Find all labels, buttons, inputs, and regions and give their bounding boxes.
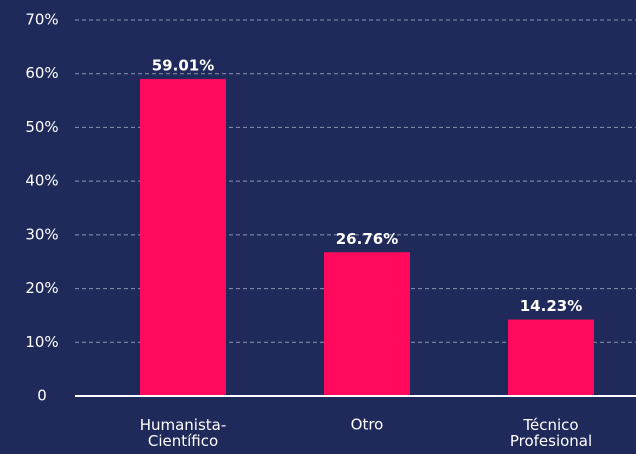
y-tick-label: 50% <box>25 118 58 136</box>
bar <box>140 79 226 397</box>
bar <box>508 319 594 396</box>
y-tick-label: 70% <box>25 11 58 29</box>
value-label: 14.23% <box>520 297 582 315</box>
x-tick-label: Técnico Profesional <box>510 416 592 450</box>
y-tick-label: 10% <box>25 333 58 351</box>
value-label: 26.76% <box>336 230 398 248</box>
y-tick-label: 60% <box>25 64 58 82</box>
bar <box>324 252 410 396</box>
y-tick-label: 0 <box>37 387 47 405</box>
y-tick-label: 30% <box>25 225 58 243</box>
x-tick-label: Humanista-Científico <box>140 416 227 450</box>
x-tick-label: Otro <box>351 416 384 434</box>
y-tick-label: 40% <box>25 172 58 190</box>
y-tick-label: 20% <box>25 279 58 297</box>
value-label: 59.01% <box>152 57 214 75</box>
